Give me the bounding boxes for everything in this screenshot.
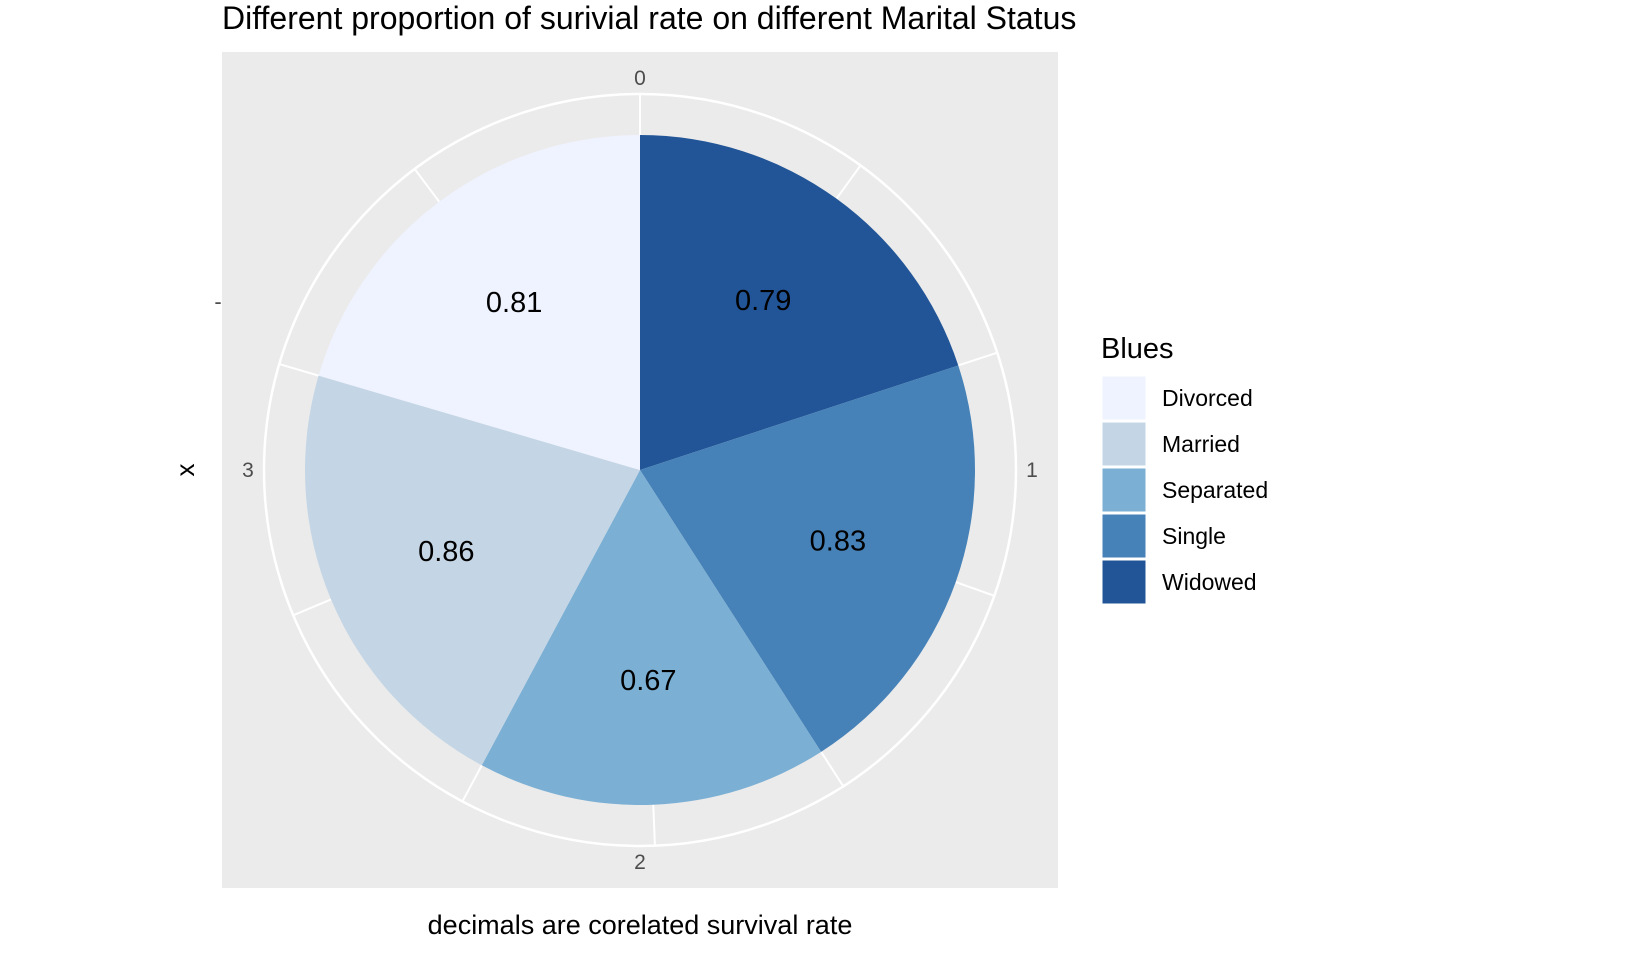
grid-spoke [820, 751, 845, 787]
legend-swatch-separated [1101, 467, 1147, 513]
slice-label-widowed: 0.79 [735, 285, 791, 317]
legend: Blues Divorced Married Separated Single Wido… [1101, 333, 1268, 605]
legend-label-widowed: Widowed [1162, 569, 1257, 595]
angular-tick-label: 1 [1026, 459, 1038, 482]
slice-label-single: 0.83 [810, 525, 866, 557]
pie-slice-married [305, 375, 640, 766]
pie-slice-divorced [318, 135, 640, 470]
chart-title: Different proportion of surivial rate on… [222, 0, 1076, 36]
legend-label-married: Married [1162, 431, 1240, 457]
y-axis-label: x [170, 464, 200, 477]
pie-slice-widowed [640, 135, 959, 470]
pie-slices [305, 135, 975, 805]
y-axis-tick-label: - [214, 289, 221, 314]
grid-spoke [955, 581, 995, 597]
grid-spoke [278, 363, 319, 377]
angular-tick-label: 2 [634, 851, 646, 874]
legend-label-divorced: Divorced [1162, 385, 1253, 411]
pie-slice-single [640, 365, 975, 752]
legend-swatch-married [1101, 421, 1147, 467]
legend-swatch-single [1101, 513, 1147, 559]
polar-grid [262, 92, 1018, 848]
grid-spoke [292, 598, 332, 617]
slice-label-divorced: 0.81 [486, 287, 542, 319]
angular-ticks: 0 1 2 3 [242, 67, 1038, 874]
angular-tick-label: 3 [242, 459, 254, 482]
slice-labels: 0.79 0.83 0.67 0.86 0.81 [418, 285, 866, 697]
legend-title: Blues [1101, 333, 1174, 365]
grid-spoke [461, 764, 483, 802]
slice-label-married: 0.86 [418, 536, 474, 568]
slice-label-separated: 0.67 [620, 665, 676, 697]
legend-swatch-widowed [1101, 559, 1147, 605]
grid-spoke [835, 164, 862, 200]
angular-tick-label: 0 [634, 67, 646, 90]
legend-swatch-divorced [1101, 375, 1147, 421]
legend-label-single: Single [1162, 523, 1226, 549]
pie-slice-separated [481, 470, 822, 805]
grid-spoke [652, 804, 656, 846]
grid-spoke [957, 351, 998, 367]
x-axis-label: decimals are corelated survival rate [428, 910, 853, 940]
grid-spoke [413, 168, 441, 203]
legend-label-separated: Separated [1162, 477, 1268, 503]
